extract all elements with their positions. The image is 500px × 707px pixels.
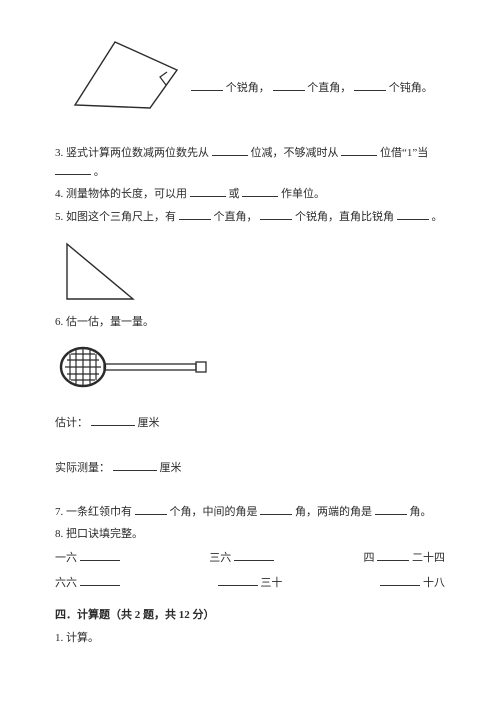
q6-measure-blank xyxy=(113,459,157,471)
q3-blank-2 xyxy=(341,144,377,156)
q2-blank-1 xyxy=(191,79,223,91)
q5: 5. 如图这个三角尺上，有 个直角， 个锐角，直角比锐角 。 xyxy=(55,208,445,227)
q8-r2c2: 三十 xyxy=(218,574,283,593)
q5-blank-2 xyxy=(260,208,292,220)
q7: 7. 一条红领巾有 个角，中间的角是 角，两端的角是 角。 xyxy=(55,503,445,522)
q8-r1c3-blank xyxy=(377,549,409,561)
q3-d: 。 xyxy=(94,166,105,178)
q3-b: 位减，不够减时从 xyxy=(251,147,339,159)
triangle-figure-wrap xyxy=(55,234,445,306)
q2-blank-2 xyxy=(273,79,305,91)
q8-r1c2: 三六 xyxy=(209,549,274,568)
q8-r2c1-blank xyxy=(80,574,120,586)
q6-estimate: 估计： 厘米 xyxy=(55,414,445,433)
q8-title: 8. 把口诀填完整。 xyxy=(55,526,445,544)
q7-blank-2 xyxy=(260,503,292,515)
q3-a: 3. 竖式计算两位数减两位数先从 xyxy=(55,147,209,159)
q7-c: 角，两端的角是 xyxy=(295,506,372,518)
q5-b: 个直角， xyxy=(214,211,258,223)
q6-estimate-label: 估计： xyxy=(55,417,88,429)
section4-heading: 四．计算题（共 2 题，共 12 分） xyxy=(55,607,445,625)
q3: 3. 竖式计算两位数减两位数先从 位减，不够减时从 位借“1”当 。 xyxy=(55,144,445,181)
q3-blank-3 xyxy=(55,163,91,175)
q8-r2c1: 六六 xyxy=(55,574,120,593)
q3-c: 位借“1”当 xyxy=(380,147,428,159)
q4-b: 或 xyxy=(229,188,240,200)
q2-block: 个锐角， 个直角， 个钝角。 xyxy=(55,30,445,120)
q8-r1c2-blank xyxy=(234,549,274,561)
q6-measure: 实际测量： 厘米 xyxy=(55,459,445,478)
q7-blank-3 xyxy=(375,503,407,515)
kite-figure xyxy=(55,30,185,120)
q6-measure-unit: 厘米 xyxy=(160,462,182,474)
q8-row-1: 一六 三六 四 二十四 xyxy=(55,549,445,568)
q4-c: 作单位。 xyxy=(281,188,325,200)
triangle-figure xyxy=(55,234,155,306)
q5-c: 个锐角，直角比锐角 xyxy=(295,211,394,223)
q8-r1c1: 一六 xyxy=(55,549,120,568)
section4-q1: 1. 计算。 xyxy=(55,630,445,648)
q4-blank-2 xyxy=(242,185,278,197)
q6-estimate-unit: 厘米 xyxy=(138,417,160,429)
q2-text-3: 个钝角。 xyxy=(389,82,433,94)
q2-blank-3 xyxy=(354,79,386,91)
q8-r2c2-blank xyxy=(218,574,258,586)
q6-estimate-blank xyxy=(91,414,135,426)
q4: 4. 测量物体的长度，可以用 或 作单位。 xyxy=(55,185,445,204)
q8-r1c3-a: 四 xyxy=(364,552,375,564)
q2-text-2: 个直角， xyxy=(307,82,351,94)
q8-r1c3-b: 二十四 xyxy=(412,552,445,564)
q5-d: 。 xyxy=(432,211,443,223)
q7-b: 个角，中间的角是 xyxy=(170,506,258,518)
q8-r1c1-blank xyxy=(80,549,120,561)
q8-row-2: 六六 三十 十八 xyxy=(55,574,445,593)
q4-blank-1 xyxy=(190,185,226,197)
q7-blank-1 xyxy=(135,503,167,515)
q7-d: 角。 xyxy=(410,506,432,518)
q2-text-1: 个锐角， xyxy=(226,82,270,94)
q2-caption: 个锐角， 个直角， 个钝角。 xyxy=(191,79,433,120)
q8-r2c1-a: 六六 xyxy=(55,577,77,589)
q6-title: 6. 估一估，量一量。 xyxy=(55,314,445,332)
q7-a: 7. 一条红领巾有 xyxy=(55,506,132,518)
q3-blank-1 xyxy=(212,144,248,156)
q8-r1c1-a: 一六 xyxy=(55,552,77,564)
q8-r2c3: 十八 xyxy=(380,574,445,593)
racket-figure xyxy=(55,342,215,392)
q5-blank-1 xyxy=(179,208,211,220)
q4-a: 4. 测量物体的长度，可以用 xyxy=(55,188,187,200)
q8-r2c3-b: 十八 xyxy=(423,577,445,589)
q8-r1c2-a: 三六 xyxy=(209,552,231,564)
q5-blank-3 xyxy=(397,208,429,220)
racket-figure-wrap xyxy=(55,342,445,392)
q8-r2c2-b: 三十 xyxy=(260,577,282,589)
q6-measure-label: 实际测量： xyxy=(55,462,110,474)
q8-r2c3-blank xyxy=(380,574,420,586)
q5-a: 5. 如图这个三角尺上，有 xyxy=(55,211,176,223)
q8-r1c3: 四 二十四 xyxy=(364,549,446,568)
